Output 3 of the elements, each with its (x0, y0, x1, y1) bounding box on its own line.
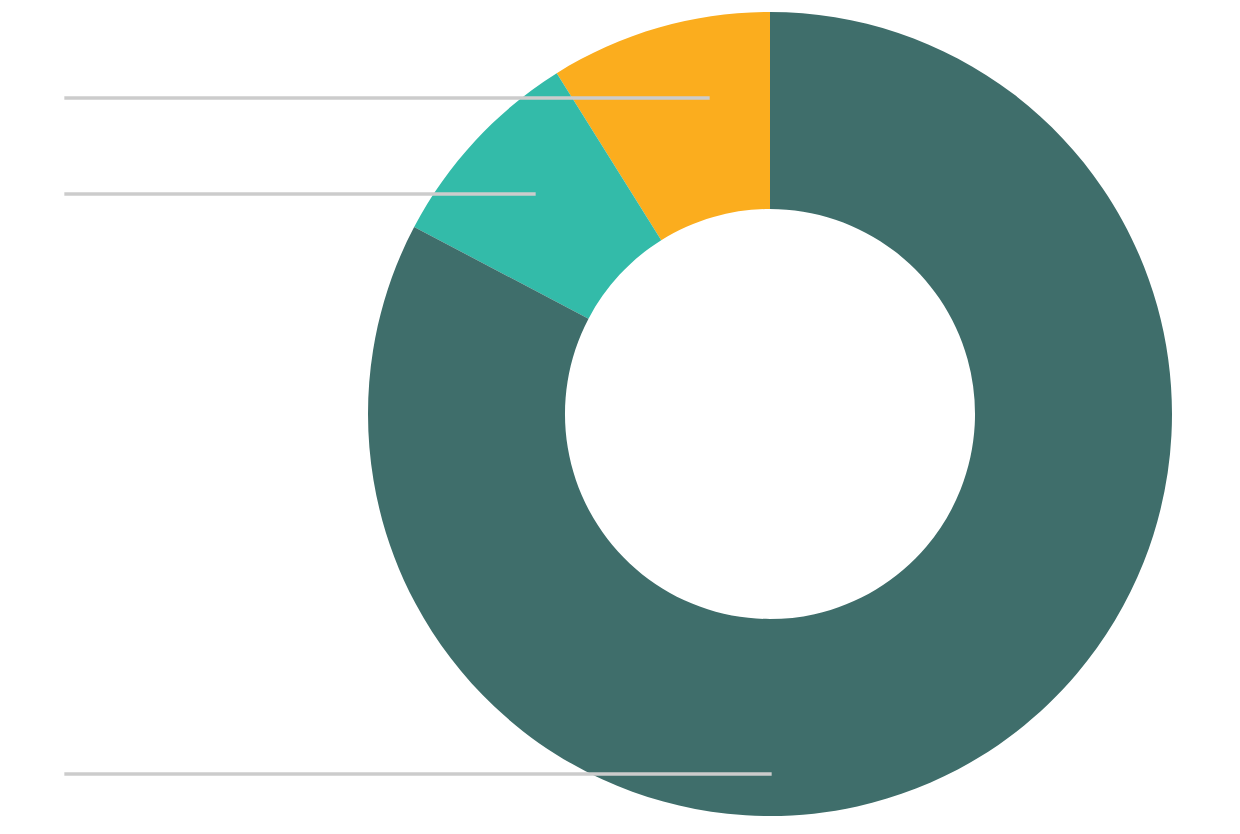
donut-slice (368, 12, 1172, 816)
donut-slice (414, 73, 662, 319)
donut-slice (556, 12, 770, 241)
